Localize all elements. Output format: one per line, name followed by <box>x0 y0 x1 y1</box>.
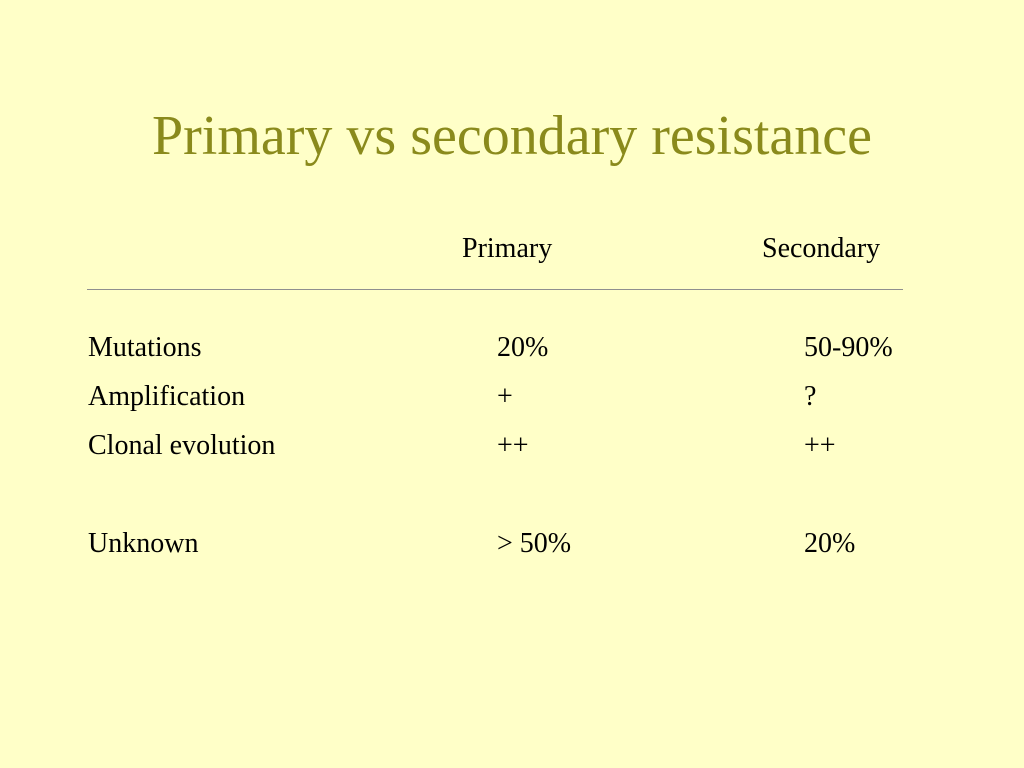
primary-value: 20% <box>497 332 549 363</box>
primary-value: > 50% <box>497 528 572 559</box>
primary-value: + <box>497 381 513 412</box>
secondary-value: ? <box>804 381 817 412</box>
row-label: Mutations <box>88 332 202 363</box>
row-label: Amplification <box>88 381 246 412</box>
slide-title: Primary vs secondary resistance <box>152 105 872 167</box>
primary-value: ++ <box>497 430 529 461</box>
secondary-value: 20% <box>804 528 856 559</box>
row-label: Unknown <box>88 528 199 559</box>
secondary-value: 50-90% <box>804 332 893 363</box>
table-row: Amplification + ? <box>0 380 1024 416</box>
secondary-value: ++ <box>804 430 836 461</box>
table-row: Unknown > 50% 20% <box>0 527 1024 563</box>
column-header-secondary: Secondary <box>762 233 881 264</box>
table-row: Mutations 20% 50-90% <box>0 331 1024 367</box>
table-row: Clonal evolution ++ ++ <box>0 429 1024 465</box>
column-header-primary: Primary <box>462 233 553 264</box>
header-divider <box>87 289 903 290</box>
row-label: Clonal evolution <box>88 430 276 461</box>
